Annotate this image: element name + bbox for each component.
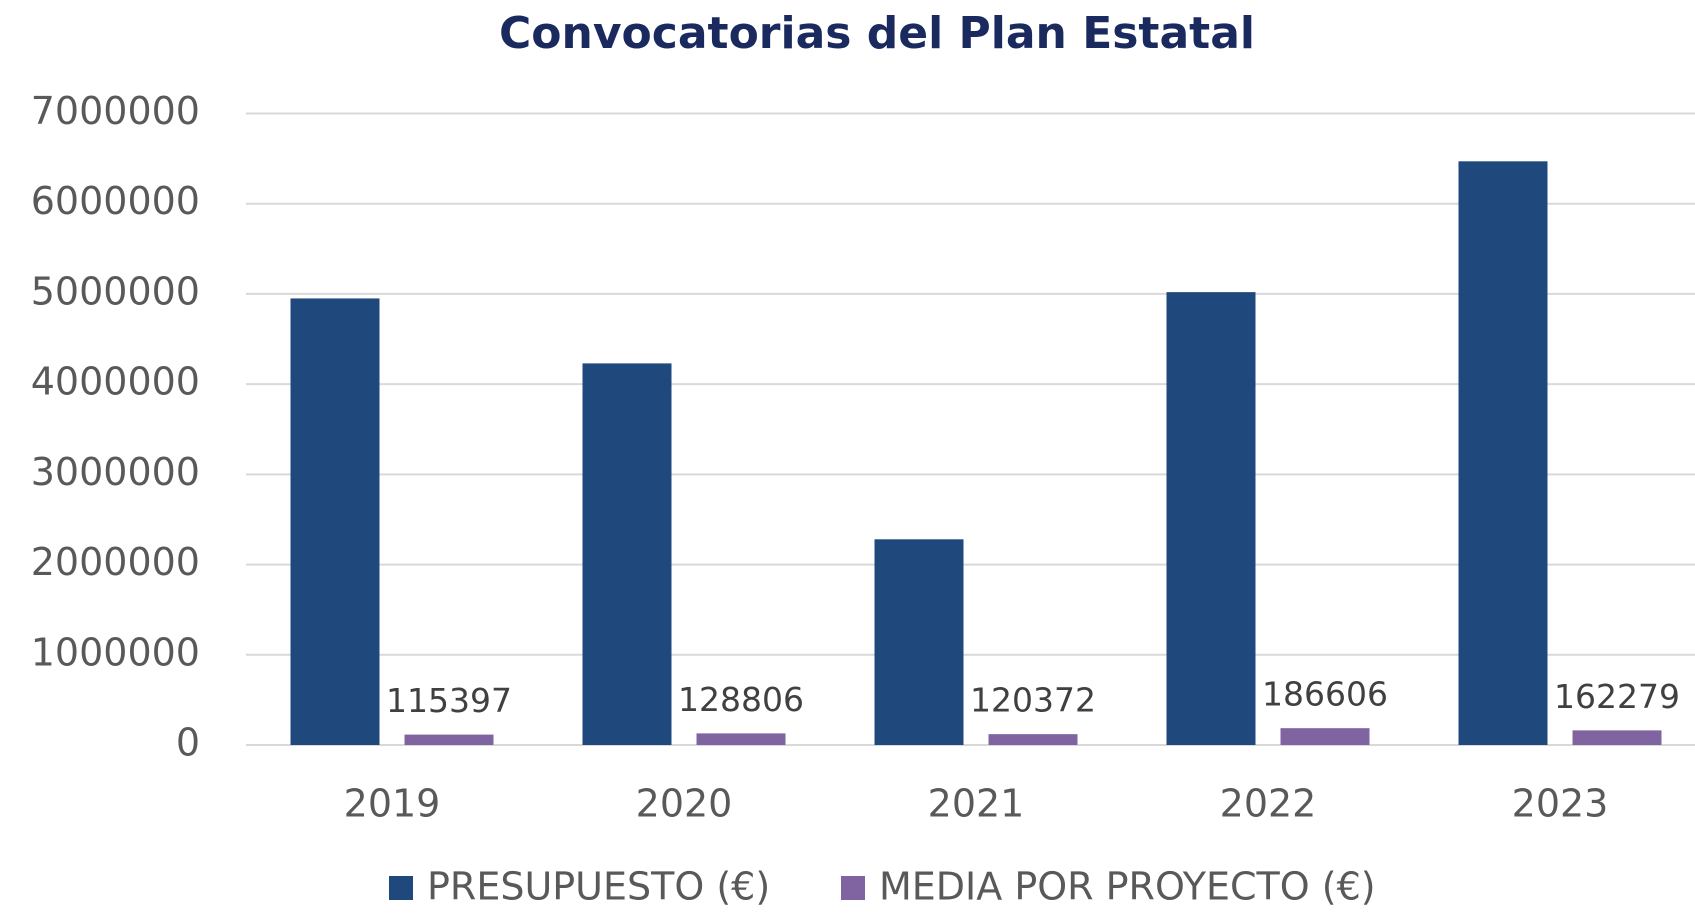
chart-title: Convocatorias del Plan Estatal (499, 8, 1255, 59)
x-tick-label: 2021 (928, 782, 1025, 826)
bar (1458, 161, 1548, 745)
legend-label: MEDIA POR PROYECTO (€) (879, 865, 1376, 909)
y-tick-label: 7000000 (31, 89, 200, 133)
legend-swatch (841, 876, 865, 900)
legend-label: PRESUPUESTO (€) (427, 865, 770, 909)
data-label: 186606 (1262, 675, 1388, 714)
y-tick-label: 6000000 (31, 179, 200, 223)
y-tick-label: 0 (176, 721, 200, 765)
bar (582, 363, 672, 745)
legend-swatch (389, 876, 413, 900)
bar (290, 298, 380, 745)
bar (1280, 728, 1370, 745)
bar (874, 539, 964, 745)
bar (1572, 730, 1662, 745)
x-tick-label: 2019 (344, 782, 441, 826)
y-tick-label: 1000000 (31, 630, 200, 674)
data-label: 115397 (386, 681, 512, 720)
data-label: 128806 (678, 680, 804, 719)
y-tick-label: 2000000 (31, 540, 200, 584)
y-tick-label: 4000000 (31, 360, 200, 404)
x-tick-label: 2020 (636, 782, 733, 826)
bar (988, 734, 1078, 745)
data-label: 120372 (970, 681, 1096, 720)
data-label: 162279 (1554, 677, 1680, 716)
bar (696, 733, 786, 745)
y-tick-label: 5000000 (31, 269, 200, 313)
y-tick-label: 3000000 (31, 450, 200, 494)
x-tick-label: 2022 (1220, 782, 1317, 826)
x-tick-label: 2023 (1512, 782, 1609, 826)
bar (1166, 292, 1256, 745)
bar (404, 734, 494, 745)
